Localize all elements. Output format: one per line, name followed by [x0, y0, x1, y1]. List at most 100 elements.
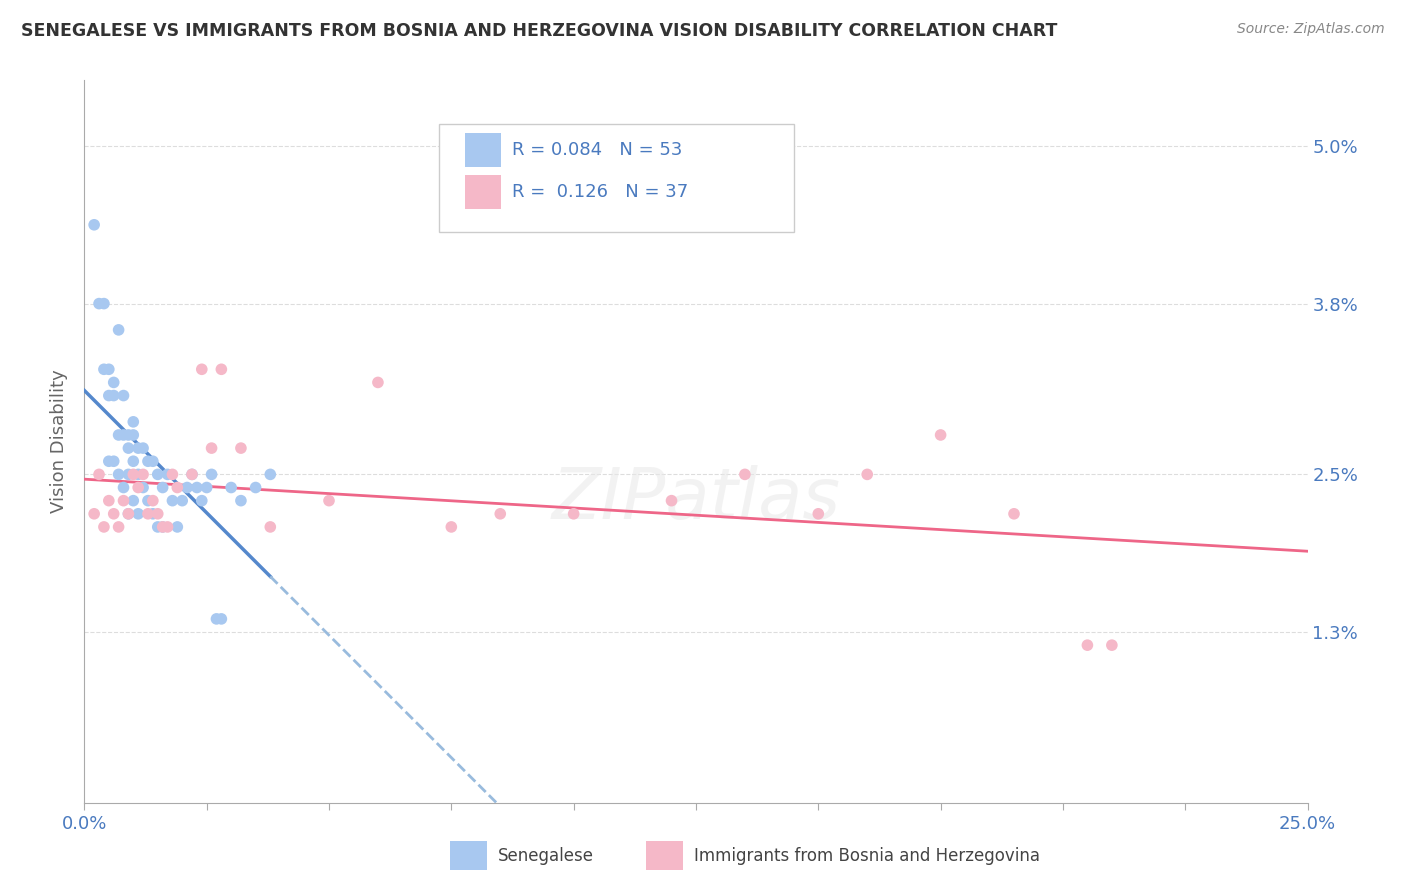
Text: ZIPatlas: ZIPatlas: [551, 465, 841, 533]
Text: Source: ZipAtlas.com: Source: ZipAtlas.com: [1237, 22, 1385, 37]
Point: [156, 520, 179, 534]
Point: [103, 376, 125, 390]
Point: [117, 467, 139, 482]
Point: [229, 441, 252, 455]
Text: R = 0.084   N = 53: R = 0.084 N = 53: [513, 141, 683, 160]
Point: [127, 467, 149, 482]
Point: [195, 481, 218, 495]
Text: Immigrants from Bosnia and Herzegovina: Immigrants from Bosnia and Herzegovina: [693, 847, 1039, 864]
Point: [562, 507, 585, 521]
Point: [93, 362, 115, 376]
Point: [112, 481, 135, 495]
Point: [83, 507, 105, 521]
Point: [146, 507, 169, 521]
Point: [1002, 507, 1025, 521]
FancyBboxPatch shape: [465, 175, 502, 209]
Point: [127, 507, 149, 521]
Point: [209, 612, 232, 626]
Point: [489, 507, 512, 521]
Point: [1101, 638, 1123, 652]
Point: [103, 388, 125, 402]
Point: [176, 481, 198, 495]
Point: [136, 507, 159, 521]
Point: [136, 454, 159, 468]
Point: [142, 454, 165, 468]
Point: [97, 362, 120, 376]
FancyBboxPatch shape: [439, 124, 794, 232]
Point: [152, 481, 174, 495]
Point: [127, 441, 149, 455]
Point: [127, 481, 149, 495]
Point: [142, 507, 165, 521]
Point: [152, 520, 174, 534]
FancyBboxPatch shape: [465, 133, 502, 168]
Point: [734, 467, 756, 482]
Point: [166, 520, 188, 534]
Point: [318, 493, 340, 508]
Point: [259, 520, 281, 534]
Point: [107, 467, 129, 482]
Point: [142, 493, 165, 508]
Point: [156, 467, 179, 482]
Point: [117, 428, 139, 442]
Point: [152, 520, 174, 534]
Point: [122, 454, 145, 468]
Point: [219, 481, 242, 495]
Point: [209, 362, 232, 376]
Text: SENEGALESE VS IMMIGRANTS FROM BOSNIA AND HERZEGOVINA VISION DISABILITY CORRELATI: SENEGALESE VS IMMIGRANTS FROM BOSNIA AND…: [21, 22, 1057, 40]
Point: [162, 467, 184, 482]
Point: [440, 520, 463, 534]
Point: [1076, 638, 1098, 652]
Point: [112, 493, 135, 508]
Point: [146, 520, 169, 534]
Point: [117, 441, 139, 455]
Point: [83, 218, 105, 232]
Point: [112, 388, 135, 402]
Text: R =  0.126   N = 37: R = 0.126 N = 37: [513, 183, 689, 201]
FancyBboxPatch shape: [450, 841, 486, 870]
Point: [87, 296, 110, 310]
Point: [181, 467, 204, 482]
Point: [191, 493, 214, 508]
Point: [367, 376, 389, 390]
Point: [856, 467, 879, 482]
Point: [122, 467, 145, 482]
Point: [200, 467, 222, 482]
Point: [245, 481, 267, 495]
FancyBboxPatch shape: [645, 841, 682, 870]
Point: [122, 415, 145, 429]
Point: [97, 388, 120, 402]
Point: [122, 428, 145, 442]
Point: [103, 507, 125, 521]
Point: [200, 441, 222, 455]
Point: [93, 296, 115, 310]
Point: [661, 493, 683, 508]
Text: Senegalese: Senegalese: [498, 847, 593, 864]
Point: [929, 428, 952, 442]
Point: [117, 507, 139, 521]
Point: [162, 493, 184, 508]
Point: [117, 507, 139, 521]
Point: [229, 493, 252, 508]
Point: [166, 481, 188, 495]
Point: [107, 428, 129, 442]
Point: [181, 467, 204, 482]
Point: [205, 612, 228, 626]
Point: [97, 454, 120, 468]
Point: [87, 467, 110, 482]
Point: [112, 428, 135, 442]
Point: [132, 467, 155, 482]
Point: [93, 520, 115, 534]
Point: [186, 481, 208, 495]
Point: [191, 362, 214, 376]
Point: [107, 323, 129, 337]
Point: [146, 467, 169, 482]
Y-axis label: Vision Disability: Vision Disability: [51, 369, 69, 514]
Point: [259, 467, 281, 482]
Point: [132, 441, 155, 455]
Point: [122, 493, 145, 508]
Point: [132, 481, 155, 495]
Point: [172, 493, 194, 508]
Point: [136, 493, 159, 508]
Point: [807, 507, 830, 521]
